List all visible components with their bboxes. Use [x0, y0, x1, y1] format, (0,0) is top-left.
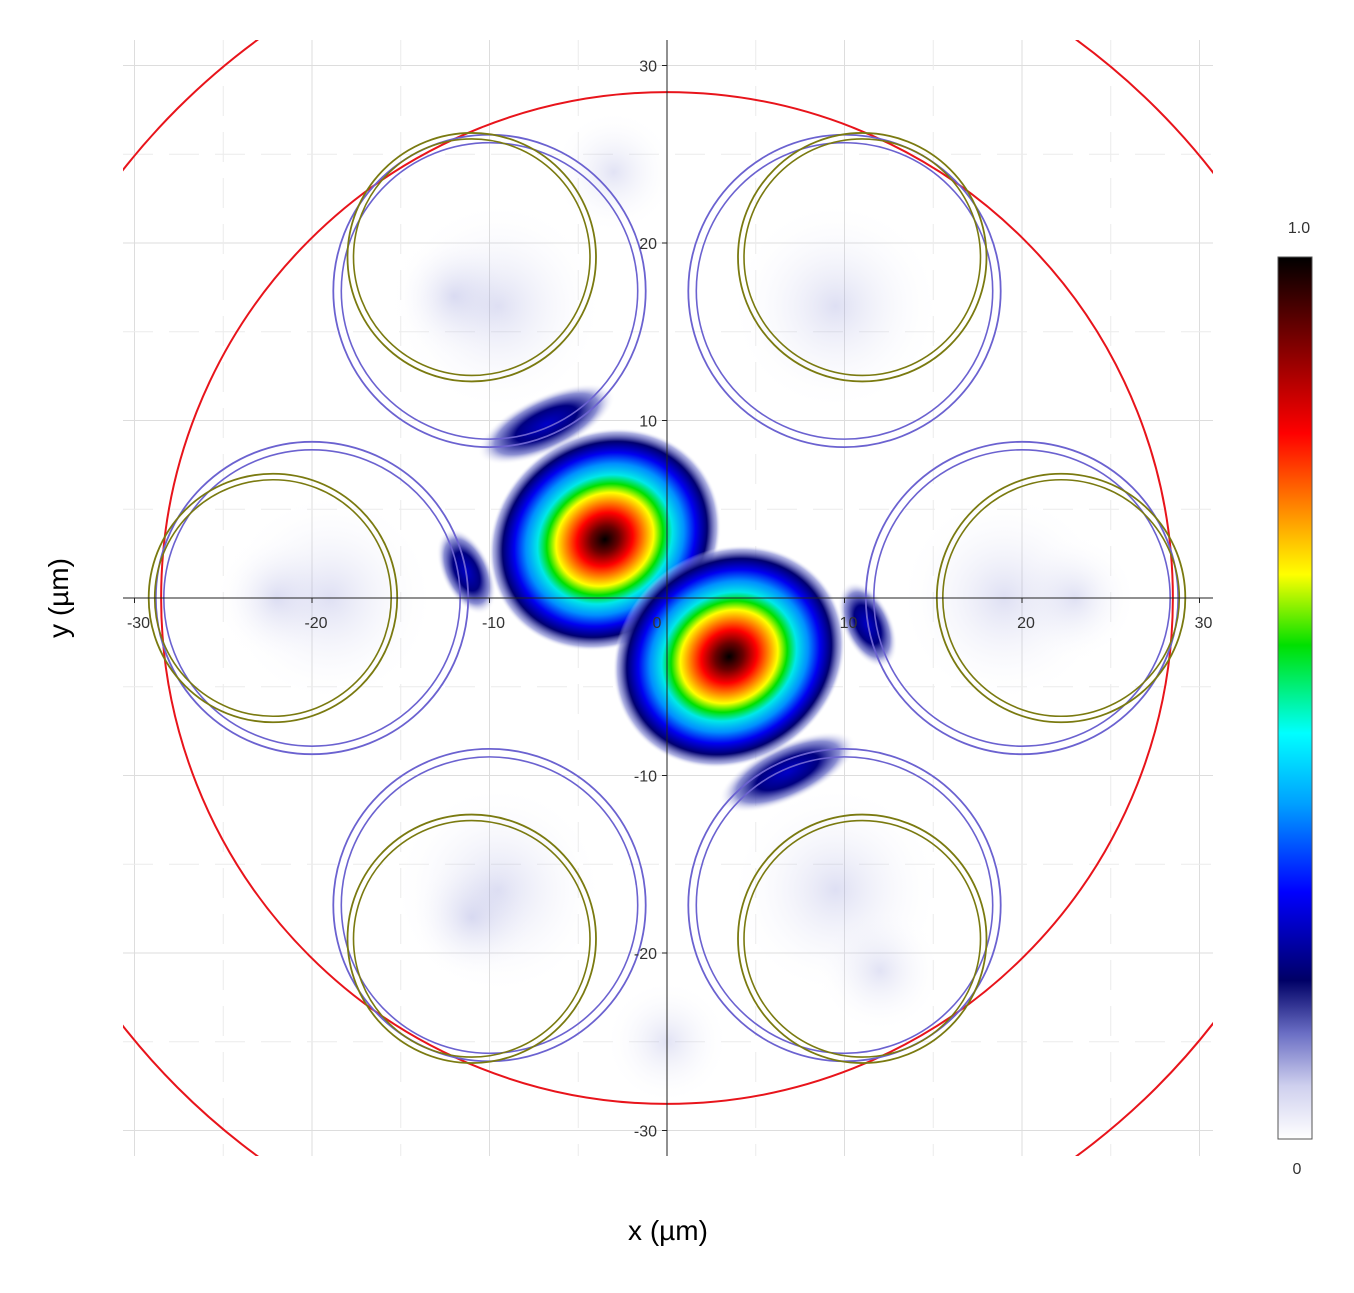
x-tick-label: -20 — [304, 615, 327, 632]
core-inner-ring — [352, 138, 591, 377]
x-tick-label: 0 — [653, 615, 662, 632]
core-outer-ring — [346, 813, 597, 1064]
y-axis-title: y (µm) — [43, 558, 74, 638]
field-lobe — [612, 545, 846, 768]
y-tick-label: -10 — [634, 769, 657, 786]
x-tick-label: -30 — [127, 615, 150, 632]
tick-labels: -30 -20 -10 0 10 20 30 30 20 10 -10 -20 -30 — [127, 59, 1213, 1141]
x-tick-label: 30 — [1195, 615, 1213, 632]
haze-spot — [391, 234, 517, 359]
colorbar — [1277, 256, 1313, 1140]
capillary-inner-ring — [695, 141, 994, 440]
y-tick-label: -20 — [634, 946, 657, 963]
x-axis-title: x (µm) — [628, 1215, 708, 1246]
core-haze — [729, 199, 943, 413]
weak-lobe — [719, 731, 857, 813]
core-outer-ring — [346, 132, 597, 383]
core-outer-ring — [737, 132, 988, 383]
core-inner-ring — [743, 819, 982, 1058]
x-tick-label: 10 — [840, 615, 858, 632]
y-tick-label: -30 — [634, 1124, 657, 1141]
capillary-inner-ring — [695, 756, 994, 1055]
colorbar-max-label: 1.0 — [1288, 220, 1310, 237]
x-tick-label: -10 — [482, 615, 505, 632]
weak-lobe — [477, 383, 615, 465]
core-inner-ring — [352, 819, 591, 1058]
haze-spot — [817, 908, 943, 1033]
capillary-inner-ring — [340, 756, 639, 1055]
core-inner-ring — [743, 138, 982, 377]
x-tick-label: 20 — [1017, 615, 1035, 632]
capillary-inner-ring — [340, 141, 639, 440]
core-outer-ring — [737, 813, 988, 1064]
haze-spot — [551, 109, 676, 235]
y-tick-label: 20 — [639, 236, 657, 253]
colorbar-min-label: 0 — [1293, 1161, 1302, 1178]
y-tick-label: 10 — [639, 414, 657, 431]
y-tick-label: 30 — [639, 59, 657, 76]
axes — [123, 40, 1213, 1156]
intensity-haze — [214, 109, 1138, 1104]
haze-spot — [409, 855, 534, 980]
